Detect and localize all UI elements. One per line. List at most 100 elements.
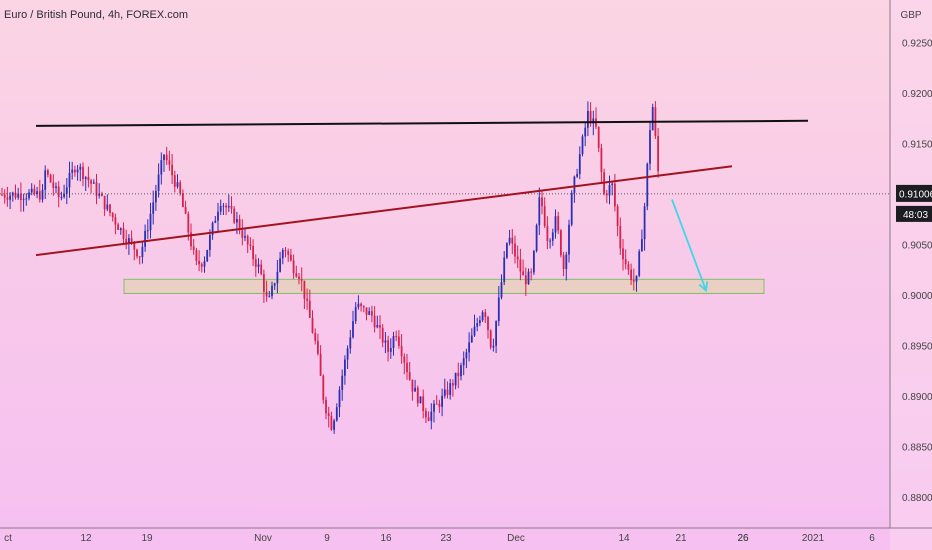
candle-body[interactable] — [641, 239, 643, 252]
candle-body[interactable] — [511, 237, 514, 244]
candle-body[interactable] — [36, 191, 38, 194]
candle-body[interactable] — [425, 410, 427, 418]
candle-body[interactable] — [260, 264, 263, 275]
candle-body[interactable] — [581, 136, 584, 155]
candle-body[interactable] — [90, 180, 92, 184]
candle-body[interactable] — [487, 317, 489, 331]
candle-body[interactable] — [219, 206, 222, 212]
candle-body[interactable] — [155, 190, 157, 203]
candle-body[interactable] — [392, 336, 395, 348]
candle-body[interactable] — [111, 212, 114, 218]
currency-label[interactable]: GBP — [900, 10, 921, 21]
candle-body[interactable] — [473, 326, 476, 336]
candle-body[interactable] — [632, 280, 635, 282]
candle-body[interactable] — [333, 420, 335, 430]
candle-body[interactable] — [400, 345, 403, 357]
candle-body[interactable] — [543, 206, 546, 227]
candle-body[interactable] — [551, 232, 554, 241]
candle-body[interactable] — [163, 154, 165, 161]
candle-body[interactable] — [398, 336, 400, 346]
candle-body[interactable] — [41, 189, 44, 200]
candle-body[interactable] — [538, 197, 541, 226]
candle-body[interactable] — [3, 194, 6, 198]
candle-body[interactable] — [292, 260, 295, 274]
candle-body[interactable] — [527, 271, 530, 285]
candle-body[interactable] — [387, 340, 389, 352]
candle-body[interactable] — [49, 174, 52, 183]
candle-body[interactable] — [516, 256, 519, 260]
candle-body[interactable] — [646, 163, 649, 207]
candle-body[interactable] — [503, 257, 506, 283]
candle-body[interactable] — [422, 396, 425, 411]
candle-body[interactable] — [338, 389, 341, 408]
price-scale-panel[interactable] — [890, 0, 932, 550]
candle-body[interactable] — [306, 298, 308, 301]
candle-body[interactable] — [227, 205, 230, 208]
candle-body[interactable] — [55, 186, 57, 188]
candle-body[interactable] — [395, 336, 398, 338]
candle-body[interactable] — [95, 182, 98, 196]
candle-body[interactable] — [84, 177, 87, 180]
candle-body[interactable] — [187, 213, 190, 233]
candle-body[interactable] — [346, 348, 349, 360]
candle-body[interactable] — [217, 211, 219, 221]
candle-body[interactable] — [238, 219, 241, 231]
candle-body[interactable] — [624, 259, 627, 265]
candle-body[interactable] — [319, 353, 322, 376]
candle-body[interactable] — [284, 249, 287, 252]
candle-body[interactable] — [379, 324, 381, 328]
candle-body[interactable] — [360, 303, 362, 307]
candle-body[interactable] — [465, 352, 468, 359]
candle-body[interactable] — [192, 246, 195, 251]
candle-body[interactable] — [314, 332, 317, 341]
candle-body[interactable] — [443, 389, 446, 396]
candle-body[interactable] — [489, 330, 492, 348]
candle-body[interactable] — [643, 206, 646, 240]
candle-body[interactable] — [365, 307, 368, 315]
candle-body[interactable] — [44, 170, 47, 190]
candle-body[interactable] — [22, 199, 25, 201]
candle-body[interactable] — [327, 413, 330, 416]
candle-body[interactable] — [38, 191, 41, 200]
candle-body[interactable] — [20, 193, 22, 200]
candle-body[interactable] — [203, 261, 206, 267]
candle-body[interactable] — [619, 226, 622, 249]
candle-body[interactable] — [514, 243, 516, 257]
candle-body[interactable] — [298, 276, 300, 280]
candle-body[interactable] — [290, 254, 292, 261]
candle-body[interactable] — [30, 188, 33, 193]
candle-body[interactable] — [271, 285, 273, 297]
candle-body[interactable] — [317, 340, 319, 354]
candle-body[interactable] — [373, 315, 376, 328]
candle-body[interactable] — [549, 240, 551, 242]
candle-body[interactable] — [190, 232, 192, 247]
candle-body[interactable] — [222, 205, 225, 207]
candle-body[interactable] — [206, 250, 209, 262]
candle-body[interactable] — [117, 224, 119, 230]
candle-body[interactable] — [176, 182, 179, 187]
candle-body[interactable] — [560, 230, 562, 256]
candle-body[interactable] — [74, 169, 76, 173]
candle-body[interactable] — [136, 249, 138, 257]
candle-body[interactable] — [47, 170, 49, 175]
candle-body[interactable] — [276, 271, 279, 284]
candle-body[interactable] — [144, 230, 146, 247]
candle-body[interactable] — [65, 187, 68, 194]
candle-body[interactable] — [344, 359, 346, 376]
candle-body[interactable] — [322, 375, 325, 400]
candle-body[interactable] — [28, 192, 30, 199]
candle-body[interactable] — [352, 321, 354, 338]
candle-body[interactable] — [657, 136, 659, 172]
candle-body[interactable] — [165, 154, 168, 161]
candle-body[interactable] — [236, 219, 238, 223]
candle-body[interactable] — [533, 251, 535, 273]
candle-body[interactable] — [52, 182, 55, 188]
candle-body[interactable] — [160, 160, 163, 175]
candle-body[interactable] — [457, 372, 460, 377]
candle-body[interactable] — [109, 204, 111, 213]
candle-body[interactable] — [460, 365, 462, 377]
candle-body[interactable] — [325, 399, 327, 414]
candle-body[interactable] — [630, 269, 632, 281]
support-zone[interactable] — [123, 278, 765, 294]
candle-body[interactable] — [484, 312, 487, 318]
